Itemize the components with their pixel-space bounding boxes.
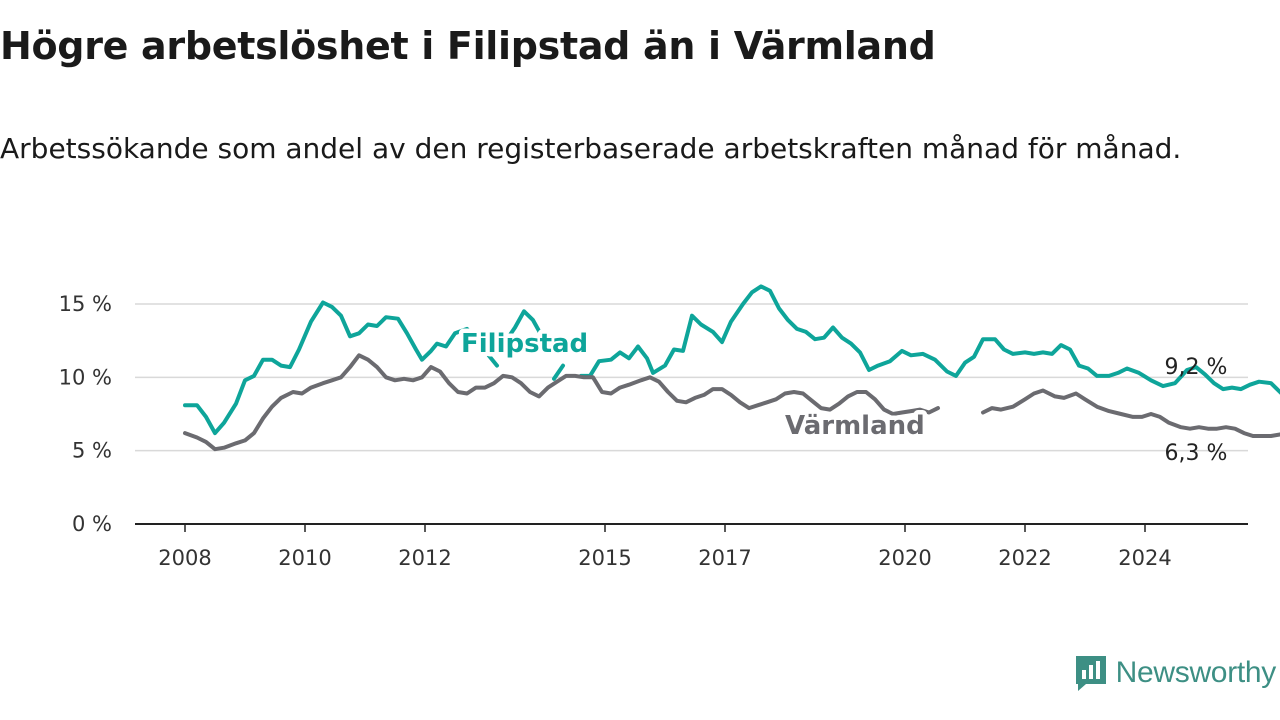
brand-name: Newsworthy — [1115, 656, 1277, 689]
x-tick-label: 2008 — [158, 546, 211, 570]
series-label-varmland: Värmland — [785, 411, 925, 441]
brand: Newsworthy — [1074, 654, 1276, 692]
end-value-label-varmland: 6,3 % — [1165, 441, 1228, 466]
x-tick-label: 2020 — [878, 546, 931, 570]
x-tick-label: 2017 — [698, 546, 751, 570]
x-tick-label: 2015 — [578, 546, 631, 570]
y-tick-label: 15 % — [59, 292, 112, 316]
x-tick-label: 2024 — [1118, 546, 1171, 570]
series-line — [579, 284, 1280, 395]
line-chart: 0 % 5 % 10 % 15 % 2008 2010 2012 2015 2017 2020 20… — [59, 284, 1280, 570]
newsworthy-logo-icon — [1075, 656, 1106, 691]
series-line — [183, 300, 499, 436]
x-tick-label: 2010 — [278, 546, 331, 570]
end-value-label-filipstad: 9,2 % — [1165, 355, 1228, 380]
series-label-filipstad: Filipstad — [461, 329, 588, 359]
chart-subtitle: Arbetssökande som andel av den registerb… — [0, 132, 1182, 165]
series-line — [504, 309, 544, 343]
series-line — [183, 353, 940, 452]
y-tick-label: 10 % — [59, 365, 112, 389]
x-tick-label: 2012 — [398, 546, 451, 570]
chart-title: Högre arbetslöshet i Filipstad än i Värm… — [0, 24, 936, 68]
series-varmland — [183, 353, 1280, 452]
series-line — [981, 388, 1280, 438]
y-tick-label: 5 % — [72, 439, 112, 463]
y-tick-label: 0 % — [72, 512, 112, 536]
x-tick-label: 2022 — [998, 546, 1051, 570]
series-filipstad — [183, 284, 1280, 436]
series-line — [552, 363, 565, 381]
